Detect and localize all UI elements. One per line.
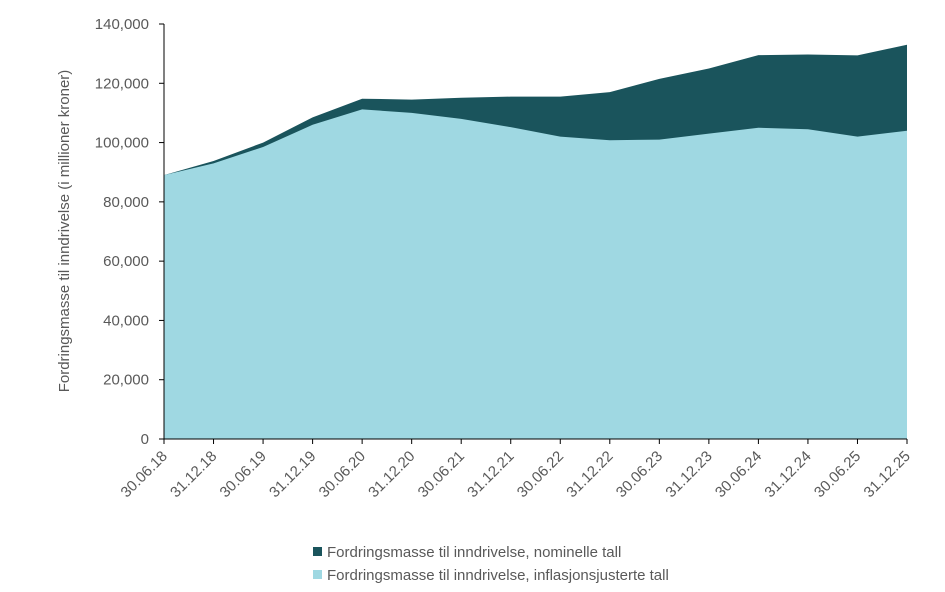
x-tick-label: 30.06.24 (712, 448, 765, 501)
y-tick-label: 100,000 (95, 135, 149, 152)
x-tick-label: 31.12.23 (662, 448, 715, 501)
y-axis-ticks: 0 20,000 40,000 60,000 80,000 100,000 120,000 1… (95, 16, 164, 448)
chart-axes (163, 24, 907, 440)
area-series-1 (164, 109, 907, 440)
x-tick-label: 30.06.22 (514, 448, 567, 501)
x-tick-label: 30.06.19 (217, 448, 270, 501)
y-axis-title: Fordringsmasse til inndrivelse (i millio… (56, 70, 73, 393)
y-tick-label: 80,000 (103, 194, 149, 211)
chart-areas (164, 44, 907, 440)
x-tick-label: 30.06.23 (613, 448, 666, 501)
legend-label-nominal: Fordringsmasse til inndrivelse, nominell… (327, 544, 621, 561)
x-tick-label: 31.12.25 (861, 448, 914, 501)
x-tick-label: 31.12.19 (266, 448, 319, 501)
y-tick-label: 120,000 (95, 75, 149, 92)
x-tick-label: 30.06.18 (118, 448, 171, 501)
x-tick-label: 31.12.21 (464, 448, 517, 501)
x-tick-label: 31.12.20 (365, 448, 418, 501)
legend-swatch-inflation-adjusted (313, 570, 322, 579)
y-tick-label: 0 (141, 431, 149, 448)
x-tick-label: 31.12.22 (563, 448, 616, 501)
x-tick-label: 30.06.21 (415, 448, 468, 501)
x-tick-label: 30.06.20 (316, 448, 369, 501)
legend: Fordringsmasse til inndrivelse, nominell… (313, 544, 669, 584)
y-tick-label: 60,000 (103, 253, 149, 270)
legend-swatch-nominal (313, 547, 322, 556)
legend-label-inflation-adjusted: Fordringsmasse til inndrivelse, inflasjo… (327, 567, 669, 584)
x-tick-label: 31.12.18 (167, 448, 220, 501)
x-tick-label: 31.12.24 (761, 448, 814, 501)
y-tick-label: 40,000 (103, 312, 149, 329)
y-tick-label: 20,000 (103, 372, 149, 389)
y-tick-label: 140,000 (95, 16, 149, 33)
x-axis-ticks: 30.06.1831.12.1830.06.1931.12.1930.06.20… (118, 439, 914, 501)
x-tick-label: 30.06.25 (811, 448, 864, 501)
